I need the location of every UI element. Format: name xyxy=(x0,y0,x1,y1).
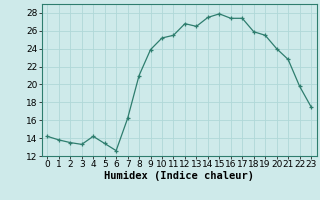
X-axis label: Humidex (Indice chaleur): Humidex (Indice chaleur) xyxy=(104,171,254,181)
